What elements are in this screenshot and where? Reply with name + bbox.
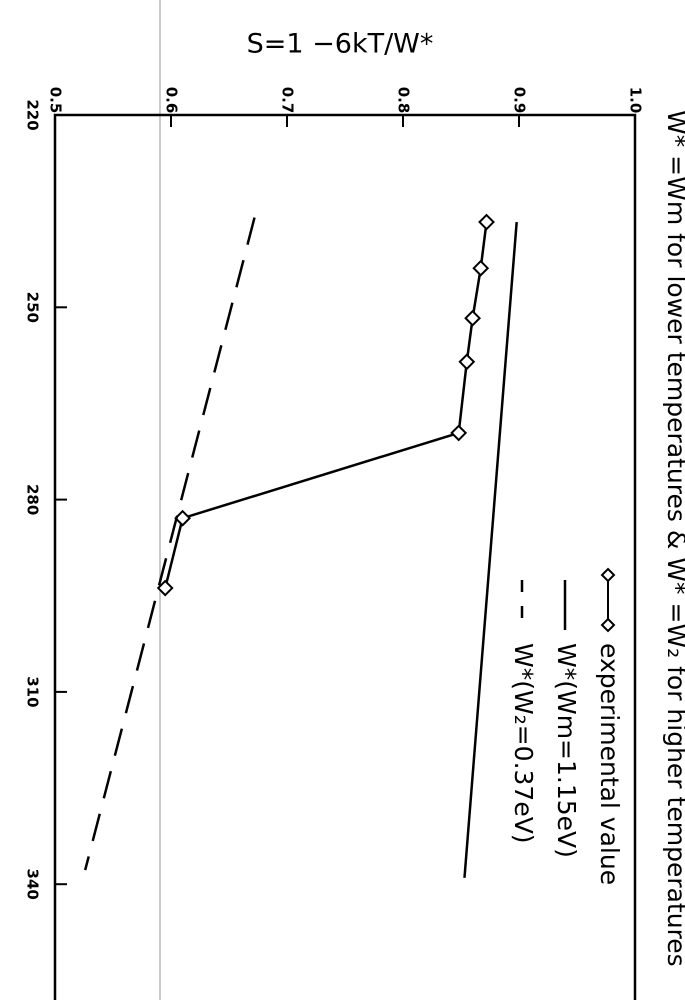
line (463, 221, 518, 878)
x-tick-label: 310 (24, 676, 42, 707)
line (83, 217, 256, 871)
y-axis-label: S=1 −6kT/W* (247, 29, 434, 60)
legend-marker (600, 617, 616, 633)
legend-marker (600, 567, 616, 583)
y-tick-label: 0.5 (47, 87, 65, 114)
marker (174, 509, 192, 527)
x-tick-label: 250 (24, 292, 42, 323)
marker (478, 213, 495, 231)
x-tick-label: 280 (24, 484, 42, 515)
marker (156, 579, 174, 597)
legend-label: experimental value (595, 643, 624, 885)
y-tick-label: 1.0 (627, 87, 645, 114)
marker (464, 309, 482, 327)
line (163, 221, 488, 589)
marker (472, 259, 490, 277)
legend-label: W*(Wm=1.15eV) (552, 643, 581, 858)
marker (458, 353, 476, 371)
y-tick-label: 0.8 (395, 87, 413, 114)
chart-title: W* =Wm for lower temperatures & W* =W₂ f… (662, 110, 685, 967)
legend-label: W*(W₂=0.37eV) (509, 643, 538, 844)
y-tick-label: 0.9 (511, 87, 529, 114)
y-tick-label: 0.7 (279, 87, 297, 114)
marker (450, 424, 468, 442)
x-tick-label: 220 (24, 99, 42, 130)
y-tick-label: 0.6 (163, 87, 181, 114)
x-tick-label: 340 (24, 869, 42, 900)
plot-frame (53, 113, 637, 1000)
